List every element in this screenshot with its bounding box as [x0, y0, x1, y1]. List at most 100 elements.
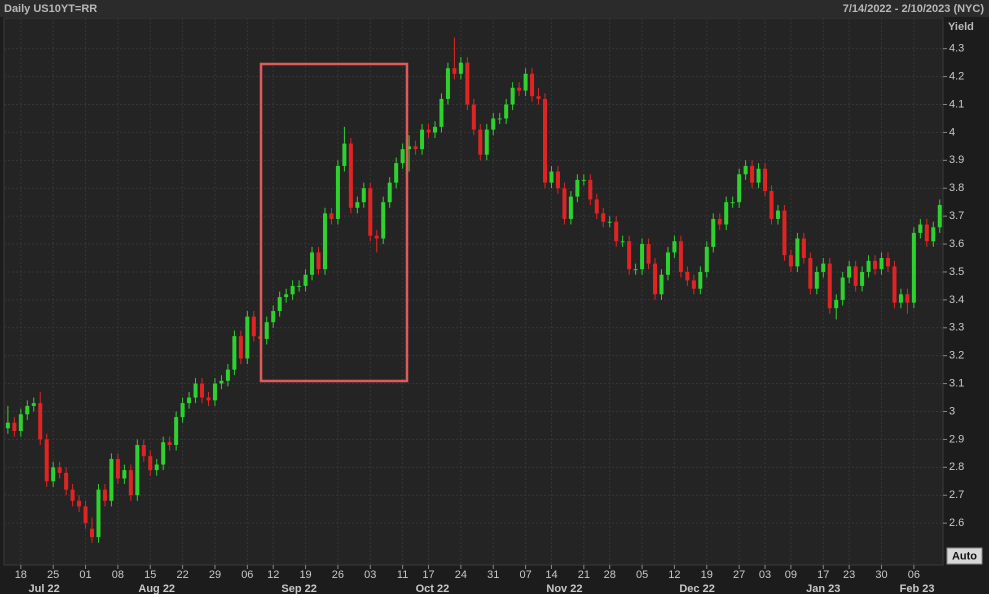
- candle-body: [31, 403, 36, 406]
- candle-body: [439, 98, 444, 127]
- candle-body: [148, 456, 153, 471]
- candle-body: [115, 458, 120, 479]
- y-tick-label: 2.6: [949, 517, 964, 529]
- candle-body: [432, 126, 437, 133]
- x-tick-label: 17: [422, 569, 434, 581]
- candle-body: [484, 129, 489, 155]
- candle-body: [931, 227, 936, 242]
- x-tick-label: 23: [843, 569, 855, 581]
- candle-body: [633, 269, 638, 271]
- candle-body: [898, 294, 903, 303]
- candle-body: [704, 246, 709, 272]
- candle-body: [568, 196, 573, 219]
- candle-body: [271, 311, 276, 323]
- candle-body: [458, 62, 463, 74]
- candle-body: [892, 266, 897, 303]
- candle-body: [135, 444, 140, 496]
- auto-button-label[interactable]: Auto: [952, 550, 977, 562]
- candle-body: [57, 467, 62, 473]
- candle-body: [361, 188, 366, 203]
- y-tick-label: 3.4: [949, 294, 964, 306]
- x-tick-label: 26: [332, 569, 344, 581]
- candle-body: [284, 294, 289, 298]
- candle-body: [478, 129, 483, 155]
- y-tick-label: 4: [949, 126, 955, 138]
- candle-body: [885, 258, 890, 267]
- candle-body: [730, 202, 735, 204]
- y-tick-label: 2.8: [949, 461, 964, 473]
- y-tick-label: 3.6: [949, 238, 964, 250]
- candle-body: [821, 263, 826, 272]
- y-tick-label: 3.8: [949, 182, 964, 194]
- candle-body: [303, 274, 308, 286]
- x-tick-label: 01: [79, 569, 91, 581]
- y-tick-label: 4.1: [949, 98, 964, 110]
- candle-body: [264, 322, 269, 339]
- candle-body: [219, 380, 224, 384]
- candle-body: [737, 174, 742, 203]
- candle-body: [601, 213, 606, 222]
- candle-body: [847, 266, 852, 278]
- candle-body: [607, 221, 612, 223]
- candle-body: [335, 165, 340, 219]
- candle-body: [911, 232, 916, 303]
- candle-body: [5, 422, 10, 429]
- candle-body: [12, 422, 17, 432]
- x-tick-label: 07: [519, 569, 531, 581]
- y-axis-label: Yield: [948, 21, 974, 33]
- candle-body: [38, 403, 43, 440]
- auto-button[interactable]: [946, 547, 983, 565]
- candle-body: [25, 405, 30, 415]
- candle-body: [381, 202, 386, 239]
- candle-body: [763, 168, 768, 192]
- candle-body: [504, 104, 509, 119]
- candle-body: [873, 260, 878, 270]
- candle-body: [102, 489, 107, 501]
- candle-body: [497, 118, 502, 120]
- candle-body: [879, 258, 884, 270]
- candle-body: [937, 204, 942, 228]
- candle-body: [342, 143, 347, 166]
- candle-body: [510, 87, 515, 105]
- y-tick-label: 3.7: [949, 210, 964, 222]
- candle-body: [691, 280, 696, 289]
- x-tick-label: 28: [604, 569, 616, 581]
- y-tick-label: 3.2: [949, 350, 964, 362]
- candle-body: [77, 500, 82, 507]
- candle-body: [756, 168, 761, 183]
- candle-body: [329, 213, 334, 219]
- candle-body: [193, 383, 198, 398]
- candle-body: [711, 218, 716, 247]
- candle-body: [905, 294, 910, 303]
- candle-body: [653, 263, 658, 295]
- candle-body: [536, 96, 541, 99]
- y-tick-label: 3.3: [949, 322, 964, 334]
- candle-body: [627, 241, 632, 270]
- candle-body: [471, 104, 476, 130]
- month-label: Feb 23: [900, 583, 935, 594]
- candle-body: [575, 179, 580, 197]
- candle-body: [322, 213, 327, 270]
- x-tick-label: 03: [364, 569, 376, 581]
- candle-body: [374, 235, 379, 239]
- x-tick-label: 25: [47, 569, 59, 581]
- candle-body: [452, 68, 457, 74]
- candle-body: [659, 274, 664, 295]
- candle-body: [827, 263, 832, 309]
- candle-body: [523, 73, 528, 91]
- candle-body: [128, 470, 133, 496]
- candle-body: [70, 489, 75, 501]
- candle-body: [154, 464, 159, 471]
- candle-body: [277, 297, 282, 312]
- x-tick-label: 12: [668, 569, 680, 581]
- month-label: Jan 23: [806, 583, 840, 594]
- candle-body: [368, 188, 373, 236]
- candle-body: [167, 442, 172, 445]
- candle-body: [394, 163, 399, 183]
- candle-body: [413, 146, 418, 150]
- candle-body: [775, 210, 780, 219]
- x-tick-label: 12: [267, 569, 279, 581]
- candle-body: [96, 489, 101, 538]
- x-tick-label: 14: [545, 569, 557, 581]
- candle-body: [517, 87, 522, 91]
